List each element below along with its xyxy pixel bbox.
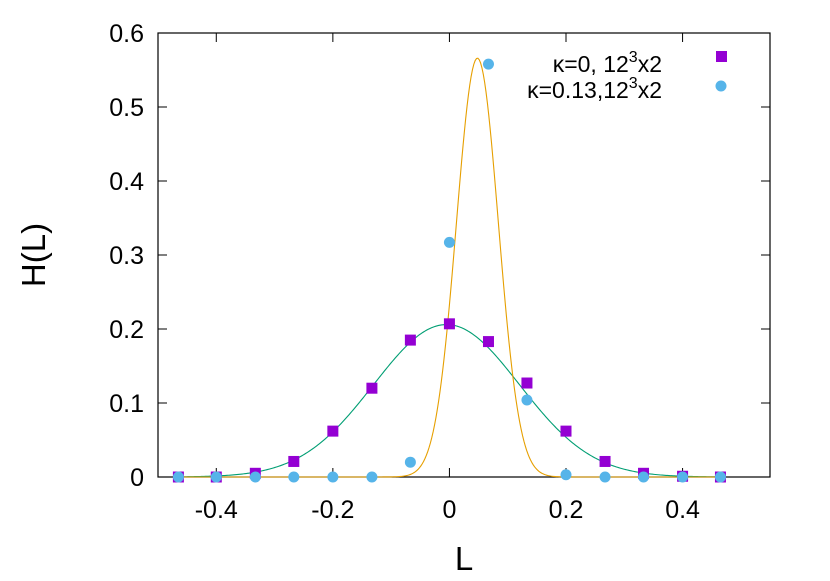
point-circle [249,471,261,483]
fit-curves [178,57,721,478]
data-points [172,58,726,483]
y-tick-label: 0.1 [109,390,144,418]
x-tick-label: 0.2 [549,496,584,524]
legend-entry-1-text: κ=0, 12 [553,51,629,77]
y-tick-label: 0.5 [109,94,144,122]
point-circle [677,471,689,483]
ticks [158,32,770,478]
point-square [521,377,533,389]
legend-entry-2-text: κ=0.13,12 [527,77,629,103]
point-circle [404,456,416,468]
y-axis-label: H(L) [15,223,52,287]
point-square [404,334,416,346]
fit-curve-1 [178,324,721,478]
point-square [366,382,378,394]
legend-entry-1-sup: 3 [629,49,638,66]
point-circle [172,471,184,483]
point-circle [210,471,222,483]
tick-labels: -0.4 -0.2 0 0.2 0.4 0 0.1 0.2 0.3 0.4 0.5 0.6 [109,20,700,524]
plot-frame [157,32,771,478]
point-circle [638,471,650,483]
x-axis-label: L [455,540,473,577]
point-circle [560,469,572,481]
point-circle [327,471,339,483]
point-square [327,425,339,437]
point-circle [288,471,300,483]
point-circle [714,471,726,483]
point-square [443,318,455,330]
legend: κ=0, 123x2 κ=0.13,123x2 [527,49,727,103]
point-circle [366,471,378,483]
y-tick-label: 0.2 [109,316,144,344]
legend-entry-2-suffix: x2 [638,77,662,103]
point-circle [521,394,533,406]
y-tick-label: 0 [130,464,144,492]
point-circle [599,471,611,483]
point-square [599,455,611,467]
legend-marker-square [716,51,727,62]
point-square [560,425,572,437]
point-circle [482,58,494,70]
y-tick-label: 0.6 [109,20,144,48]
fit-curve-2 [178,57,721,478]
legend-entry-1: κ=0, 123x2 [553,49,662,77]
x-tick-label: -0.2 [311,496,354,524]
legend-entry-2-sup: 3 [629,75,638,92]
point-square [288,455,300,467]
point-square [482,336,494,348]
point-circle [443,236,455,248]
y-tick-label: 0.4 [109,168,144,196]
legend-entry-2: κ=0.13,123x2 [527,75,662,103]
legend-entry-1-suffix: x2 [638,51,662,77]
x-tick-label: -0.4 [195,496,238,524]
x-tick-label: 0.4 [665,496,700,524]
x-tick-label: 0 [442,496,456,524]
legend-marker-circle [715,80,727,92]
y-tick-label: 0.3 [109,242,144,270]
